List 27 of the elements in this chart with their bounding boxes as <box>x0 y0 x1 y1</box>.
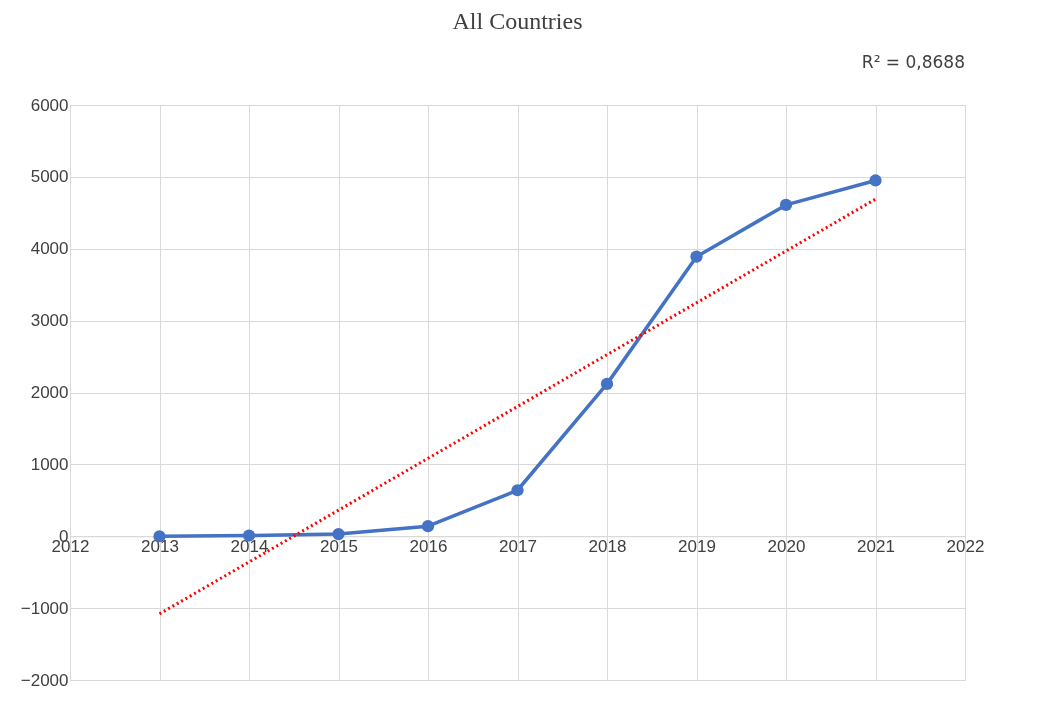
y-tick-label: −1000 <box>20 598 69 618</box>
x-tick-label: 2016 <box>409 536 448 556</box>
y-tick-label: 3000 <box>30 311 69 331</box>
chart-title: All Countries <box>452 8 583 34</box>
y-tick-label: −2000 <box>20 670 69 690</box>
point <box>511 484 524 497</box>
y-tick-label: 5000 <box>30 167 69 187</box>
point <box>332 527 345 541</box>
point <box>600 377 614 390</box>
x-tick-label: 2013 <box>141 536 179 556</box>
point <box>421 520 435 533</box>
text: R² = 0,8688 <box>861 52 965 72</box>
y-tick-label: 6000 <box>30 95 69 115</box>
point <box>690 250 703 263</box>
x-tick-label: 2017 <box>499 536 537 556</box>
x-tick-label: 2020 <box>767 536 806 556</box>
y-tick-label: 2000 <box>30 383 69 402</box>
x-tick-label: 2022 <box>946 536 985 556</box>
x-tick-label: 2015 <box>320 536 358 556</box>
x-tick-label: 2018 <box>588 536 627 556</box>
y-tick-label: 1000 <box>30 454 69 474</box>
x-tick-label: 2021 <box>857 536 895 556</box>
y-tick-label: 4000 <box>30 239 69 259</box>
point <box>779 198 793 212</box>
point <box>869 174 882 187</box>
x-tick-label: 2019 <box>678 536 716 556</box>
x-tick-label: 2014 <box>230 536 269 556</box>
